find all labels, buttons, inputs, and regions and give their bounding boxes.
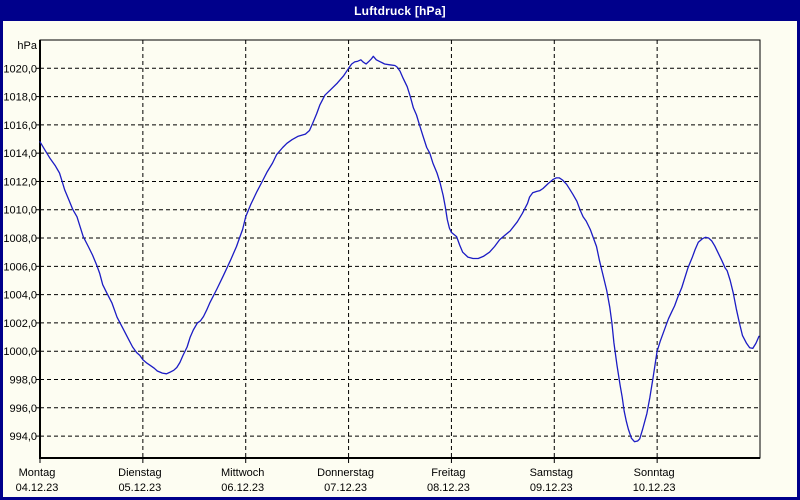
y-tick-label: 1008,0 [3,233,37,245]
y-tick-label: 998,0 [9,374,37,386]
x-tick-date-label: 08.12.23 [427,482,470,494]
y-tick-label: 1016,0 [3,120,37,132]
x-tick-date-label: 09.12.23 [530,482,573,494]
x-tick-day-label: Freitag [431,467,465,479]
x-tick-date-label: 06.12.23 [221,482,264,494]
chart-title: Luftdruck [hPa] [354,3,446,18]
x-tick-date-label: 10.12.23 [633,482,676,494]
x-tick-day-label: Donnerstag [317,467,374,479]
y-tick-label: 996,0 [9,403,37,415]
x-tick-date-label: 05.12.23 [118,482,161,494]
x-tick-day-label: Sonntag [634,467,675,479]
plot-border [39,39,761,459]
x-tick-date-label: 07.12.23 [324,482,367,494]
x-tick-date-label: 04.12.23 [16,482,59,494]
y-tick-label: 1004,0 [3,290,37,302]
y-tick-label: 1002,0 [3,318,37,330]
y-tick-label: 994,0 [9,431,37,443]
y-tick-label: 1000,0 [3,346,37,358]
x-tick-day-label: Montag [19,467,56,479]
y-tick-label: 1012,0 [3,176,37,188]
x-tick-day-label: Samstag [530,467,573,479]
y-axis-unit-label: hPa [17,40,37,52]
x-tick-day-label: Mittwoch [221,467,264,479]
pressure-line [39,55,760,443]
title-bar: Luftdruck [hPa] [0,0,800,21]
y-tick-label: 1010,0 [3,205,37,217]
y-tick-label: 1020,0 [3,63,37,75]
y-tick-label: 1018,0 [3,92,37,104]
y-tick-label: 1014,0 [3,148,37,160]
y-tick-label: 1006,0 [3,261,37,273]
x-tick-day-label: Dienstag [118,467,161,479]
